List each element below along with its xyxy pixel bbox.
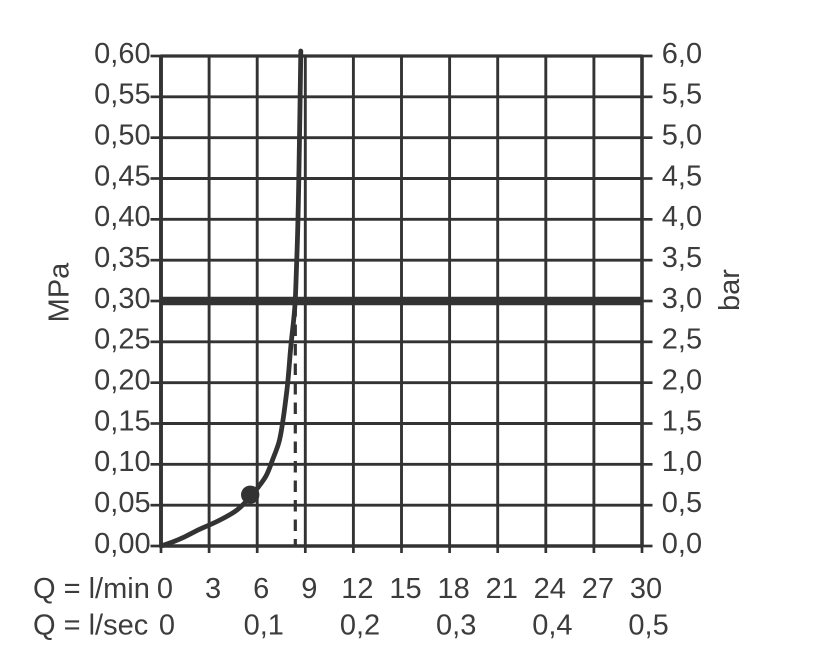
svg-text:24: 24 bbox=[534, 573, 566, 605]
svg-text:0,0: 0,0 bbox=[662, 528, 702, 560]
svg-text:18: 18 bbox=[437, 573, 469, 605]
svg-text:0,50: 0,50 bbox=[94, 119, 150, 151]
svg-text:30: 30 bbox=[630, 573, 662, 605]
svg-text:Q = l/min: Q = l/min bbox=[33, 573, 150, 605]
svg-text:27: 27 bbox=[582, 573, 614, 605]
svg-text:2,0: 2,0 bbox=[662, 364, 702, 396]
svg-text:0,1: 0,1 bbox=[244, 610, 284, 642]
svg-text:0,40: 0,40 bbox=[94, 201, 150, 233]
svg-text:0: 0 bbox=[159, 610, 175, 642]
svg-text:15: 15 bbox=[389, 573, 421, 605]
svg-text:9: 9 bbox=[301, 573, 317, 605]
svg-text:0,4: 0,4 bbox=[532, 610, 572, 642]
svg-text:0,45: 0,45 bbox=[94, 160, 150, 192]
svg-text:0,5: 0,5 bbox=[628, 610, 668, 642]
svg-text:4,5: 4,5 bbox=[662, 160, 702, 192]
svg-text:0,15: 0,15 bbox=[94, 405, 150, 437]
svg-text:0,30: 0,30 bbox=[94, 283, 150, 315]
svg-text:0,00: 0,00 bbox=[94, 528, 150, 560]
svg-text:21: 21 bbox=[486, 573, 518, 605]
svg-text:2,5: 2,5 bbox=[662, 324, 702, 356]
svg-text:4,0: 4,0 bbox=[662, 201, 702, 233]
svg-text:1,5: 1,5 bbox=[662, 405, 702, 437]
svg-text:bar: bar bbox=[714, 269, 746, 311]
svg-text:0,60: 0,60 bbox=[94, 38, 150, 70]
svg-text:1,0: 1,0 bbox=[662, 446, 702, 478]
svg-text:3: 3 bbox=[205, 573, 221, 605]
svg-text:0,05: 0,05 bbox=[94, 487, 150, 519]
svg-text:3,5: 3,5 bbox=[662, 242, 702, 274]
svg-text:6,0: 6,0 bbox=[662, 38, 702, 70]
svg-text:0,3: 0,3 bbox=[436, 610, 476, 642]
svg-text:5,0: 5,0 bbox=[662, 119, 702, 151]
svg-text:0,35: 0,35 bbox=[94, 242, 150, 274]
svg-text:Q = l/sec: Q = l/sec bbox=[33, 610, 148, 642]
svg-text:5,5: 5,5 bbox=[662, 79, 702, 111]
svg-text:3,0: 3,0 bbox=[662, 283, 702, 315]
svg-text:0,20: 0,20 bbox=[94, 364, 150, 396]
svg-text:0,25: 0,25 bbox=[94, 324, 150, 356]
svg-text:6: 6 bbox=[253, 573, 269, 605]
svg-text:0,55: 0,55 bbox=[94, 79, 150, 111]
svg-text:0,5: 0,5 bbox=[662, 487, 702, 519]
svg-text:0,10: 0,10 bbox=[94, 446, 150, 478]
svg-text:0: 0 bbox=[157, 573, 173, 605]
svg-text:MPa: MPa bbox=[43, 262, 75, 323]
svg-text:12: 12 bbox=[341, 573, 373, 605]
svg-text:0,2: 0,2 bbox=[340, 610, 380, 642]
